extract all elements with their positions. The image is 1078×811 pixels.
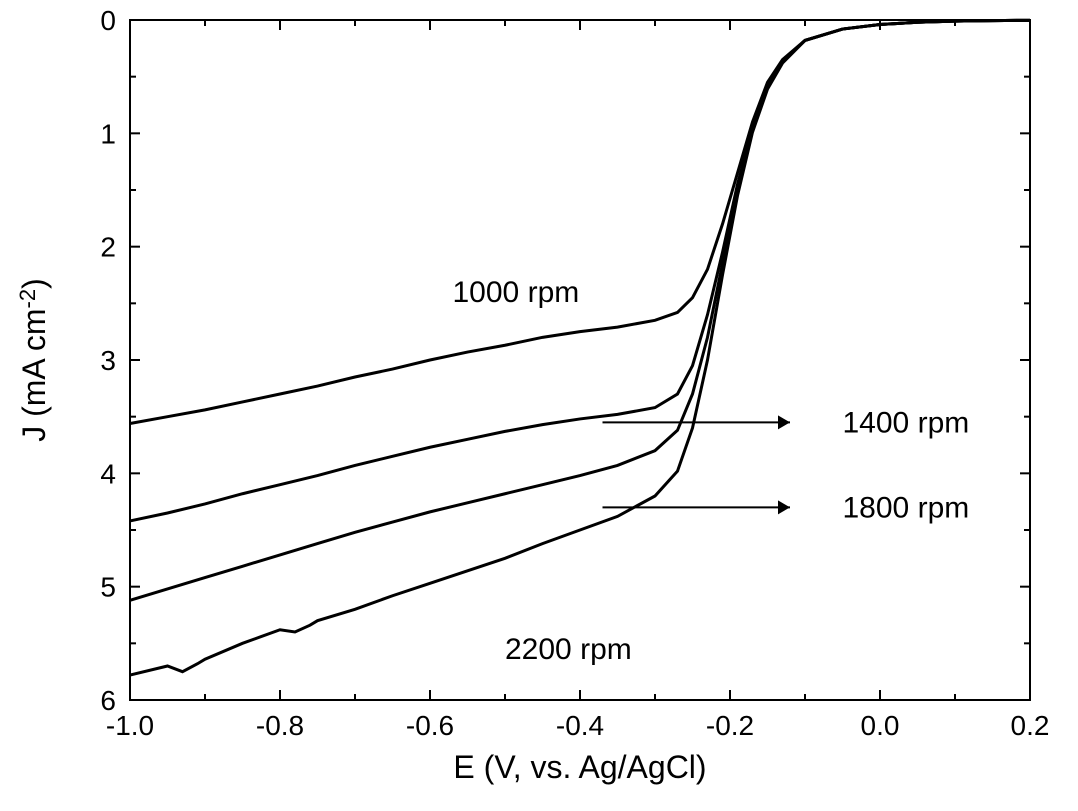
annotation-label: 1800 rpm xyxy=(843,491,970,524)
y-tick-label: 5 xyxy=(100,572,116,603)
x-tick-label: -0.8 xyxy=(256,710,304,741)
y-tick-label: 1 xyxy=(100,118,116,149)
x-tick-label: -0.2 xyxy=(706,710,754,741)
series-group xyxy=(130,20,1030,675)
plot-frame xyxy=(130,20,1030,700)
arrow-head-icon xyxy=(778,415,790,429)
y-tick-label: 3 xyxy=(100,345,116,376)
series-1400-rpm xyxy=(130,20,1030,521)
annotation-label: 1000 rpm xyxy=(453,276,580,309)
y-tick-label: 2 xyxy=(100,232,116,263)
line-chart: -1.0-0.8-0.6-0.4-0.20.00.20123456E (V, v… xyxy=(0,0,1078,811)
x-tick-label: 0.0 xyxy=(861,710,900,741)
y-tick-label: 6 xyxy=(100,685,116,716)
x-axis-label: E (V, vs. Ag/AgCl) xyxy=(453,749,706,785)
chart-container: -1.0-0.8-0.6-0.4-0.20.00.20123456E (V, v… xyxy=(0,0,1078,811)
annotation-label: 1400 rpm xyxy=(843,406,970,439)
series-2200-rpm xyxy=(130,20,1030,675)
y-axis-label: J (mA cm-2) xyxy=(15,278,52,442)
x-tick-label: -0.6 xyxy=(406,710,454,741)
arrow-head-icon xyxy=(778,500,790,514)
x-tick-label: -0.4 xyxy=(556,710,604,741)
annotation-label: 2200 rpm xyxy=(505,633,632,666)
series-1000-rpm xyxy=(130,20,1030,423)
y-tick-label: 4 xyxy=(100,458,116,489)
x-tick-label: 0.2 xyxy=(1011,710,1050,741)
y-tick-label: 0 xyxy=(100,5,116,36)
